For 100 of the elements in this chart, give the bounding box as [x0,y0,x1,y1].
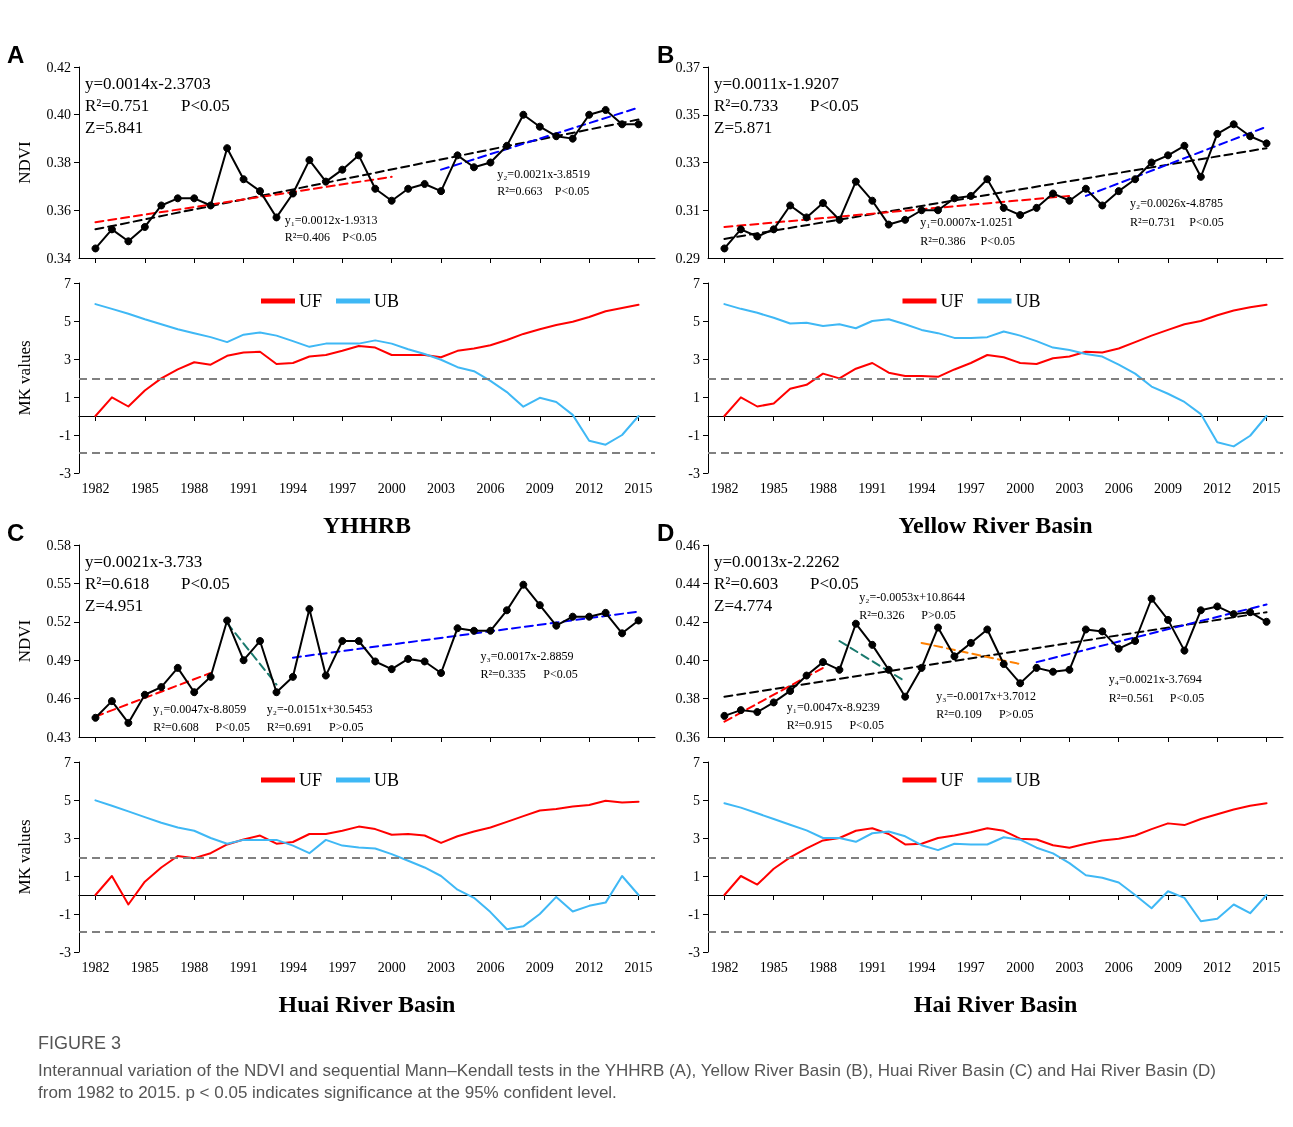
x-tick-label: 2009 [1154,959,1182,975]
annotation: R²=0.618 [85,573,150,593]
point [819,658,827,667]
x-tick-label: 2015 [624,959,653,975]
point [720,244,729,253]
x-tick-label: 1988 [809,959,837,975]
point [206,201,215,210]
y-tick-label: 0.34 [46,250,71,266]
point [486,626,495,635]
point [1262,617,1271,626]
point [124,237,133,246]
point [502,606,511,615]
y-tick-label: 7 [693,754,700,770]
point [568,612,577,621]
chart-title: C [7,518,25,546]
x-tick-label: 2015 [1252,959,1281,975]
point [535,601,544,610]
point [786,201,795,210]
point [1032,203,1041,212]
annotation: P<0.05 [849,717,884,732]
y-tick-label: 0.38 [46,155,71,170]
annotation: y₁=0.0047x-8.8059 [153,701,247,716]
point [321,671,330,680]
point [453,624,462,633]
x-tick-label: 1988 [180,480,209,496]
y-tick-label: 0.42 [46,59,71,75]
y-tick-label: -1 [688,906,700,922]
annotation: R²=0.406 [284,229,331,244]
y-tick-label: 3 [693,351,700,367]
y-tick-label: 7 [64,275,71,291]
y-tick-label: 0.36 [46,202,71,218]
y-tick-label: 0.35 [675,107,700,123]
point [91,244,100,253]
point [1213,129,1222,138]
point [387,665,396,674]
y-tick-label: 0.44 [675,575,700,591]
annotation: R²=0.386 [920,234,966,249]
annotation: R²=0.751 [85,95,150,115]
y-tick-label: 3 [64,830,71,846]
x-tick-label: 1988 [809,480,837,496]
point [91,713,100,722]
y-tick-label: 0.42 [675,614,700,630]
point [107,697,116,706]
annotation: R²=0.603 [714,573,779,593]
point [1262,139,1271,148]
point [190,194,199,203]
point [1016,679,1025,688]
y-tick-label: 3 [64,351,71,367]
point [387,196,396,205]
point [1164,151,1172,160]
point [404,184,413,193]
annotation: R²=0.731 [1130,215,1176,230]
point [239,175,248,184]
point [1213,602,1222,611]
point [1098,627,1107,636]
point [934,623,942,632]
annotation: y₃=0.0017x-2.8859 [480,649,574,664]
point [802,213,811,222]
point [124,718,133,727]
y-tick-label: 0.49 [46,652,71,668]
x-tick-label: 1994 [278,959,307,975]
y-tick-label: 1 [64,868,71,884]
point [983,625,992,634]
point [1114,187,1123,196]
point [950,194,959,203]
x-tick-label: 2009 [525,480,554,496]
point [819,199,827,208]
x-axis-title: Yellow River Basin [898,512,1093,538]
point [272,213,281,222]
x-tick-label: 2006 [1104,959,1133,975]
legend-label: UF [940,770,964,790]
line-series [94,799,640,931]
y-tick-label: 0.40 [46,107,71,123]
point [305,605,314,613]
point [371,184,380,193]
x-axis-title: Hai River Basin [913,991,1078,1017]
y-tick-label: 0.36 [675,729,700,745]
point [305,156,314,165]
point [437,187,446,196]
point [173,194,182,203]
point [140,690,149,699]
annotation: P<0.05 [810,95,859,115]
x-tick-label: 2012 [1203,480,1232,496]
annotation: y₁=0.0007x-1.0251 [920,215,1014,230]
legend-label: UB [1015,291,1041,311]
annotation: R²=0.733 [714,95,779,115]
y-tick-label: -1 [59,427,71,443]
point [157,201,166,210]
y-tick-label: 5 [64,792,71,808]
point [321,177,330,186]
y-tick-label: 0.37 [675,59,700,75]
point [983,175,992,184]
annotation: P<0.05 [810,573,859,593]
x-tick-label: 1991 [858,480,887,496]
text: Interannual variation of the NDVI and sequential Mann–Kendall tests in the YHHRB (A), Yellow River Basin (B), Huai River Basin (C) and Hai River Basin (D) from 1982 to 2015. p < 0.05 indicates significance at the 95% confident level. [38,1060,1217,1104]
point [1180,141,1189,150]
y-tick-label: 0.46 [46,691,71,707]
x-tick-label: 1988 [180,959,209,975]
point [140,222,149,231]
y-tick-label: 0.33 [675,155,700,170]
